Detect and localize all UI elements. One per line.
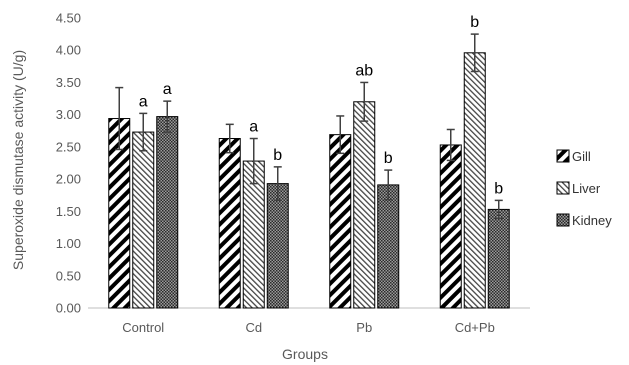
bar-liver-cd-pb <box>463 52 486 309</box>
y-tick-label: 3.50 <box>56 75 81 90</box>
x-tick-label: Cd <box>245 320 262 335</box>
error-bar <box>163 100 172 133</box>
legend-label: Kidney <box>572 213 612 228</box>
y-tick-label: 4.00 <box>56 43 81 58</box>
bar-liver-pb <box>353 101 376 309</box>
error-bar <box>446 128 455 162</box>
legend-item-gill: Gill <box>556 149 591 164</box>
error-bar <box>384 169 393 201</box>
significance-label: b <box>384 150 393 167</box>
y-axis-ticks: 0.00 0.50 1.00 1.50 2.00 2.50 3.00 3.50 4.00 4.50 <box>56 11 81 316</box>
x-axis-title: Groups <box>282 346 328 362</box>
bar-liver-control <box>132 131 155 309</box>
bar-kidney-pb <box>377 184 400 309</box>
bar-kidney-cd-pb <box>487 208 510 309</box>
x-tick-label: Pb <box>356 320 372 335</box>
bar-gill-cd <box>218 138 241 309</box>
legend-swatch <box>556 149 570 163</box>
significance-label: b <box>470 14 479 31</box>
bar-kidney-cd <box>266 183 289 309</box>
legend-swatch <box>556 213 570 227</box>
y-tick-label: 0.50 <box>56 268 81 283</box>
y-tick-label: 3.00 <box>56 107 81 122</box>
bar-kidney-control <box>156 116 179 309</box>
significance-label: ab <box>355 62 373 79</box>
legend: Gill Liver Kidney <box>556 149 612 228</box>
error-bar <box>494 199 503 220</box>
x-tick-label: Control <box>122 320 164 335</box>
significance-label: a <box>139 93 148 110</box>
y-tick-label: 1.50 <box>56 204 81 219</box>
significance-label: a <box>249 119 258 136</box>
legend-item-liver: Liver <box>556 181 601 196</box>
y-tick-label: 1.00 <box>56 236 81 251</box>
legend-label: Liver <box>572 181 601 196</box>
significance-label: b <box>494 180 503 197</box>
significance-label: b <box>273 147 282 164</box>
error-bar <box>225 123 234 154</box>
y-axis-title: Superoxide dismutase activity (U/g) <box>10 50 26 270</box>
error-bar <box>470 33 479 73</box>
legend-item-kidney: Kidney <box>556 213 612 228</box>
error-bars <box>115 33 503 220</box>
legend-swatch <box>556 181 570 195</box>
bar-gill-cd-pb <box>439 144 462 309</box>
error-bar <box>336 115 345 155</box>
y-tick-label: 2.50 <box>56 139 81 154</box>
error-bar <box>249 137 258 185</box>
significance-label: a <box>163 81 172 98</box>
x-axis-ticks: Control Cd Pb Cd+Pb <box>122 320 495 335</box>
legend-label: Gill <box>572 149 591 164</box>
error-bar <box>360 81 369 122</box>
bar-gill-pb <box>329 134 352 309</box>
y-tick-label: 2.00 <box>56 172 81 187</box>
y-tick-label: 4.50 <box>56 11 81 26</box>
error-bar <box>115 86 124 151</box>
error-bar <box>273 166 282 202</box>
x-tick-label: Cd+Pb <box>455 320 495 335</box>
error-bar <box>139 112 148 152</box>
y-tick-label: 0.00 <box>56 301 81 316</box>
